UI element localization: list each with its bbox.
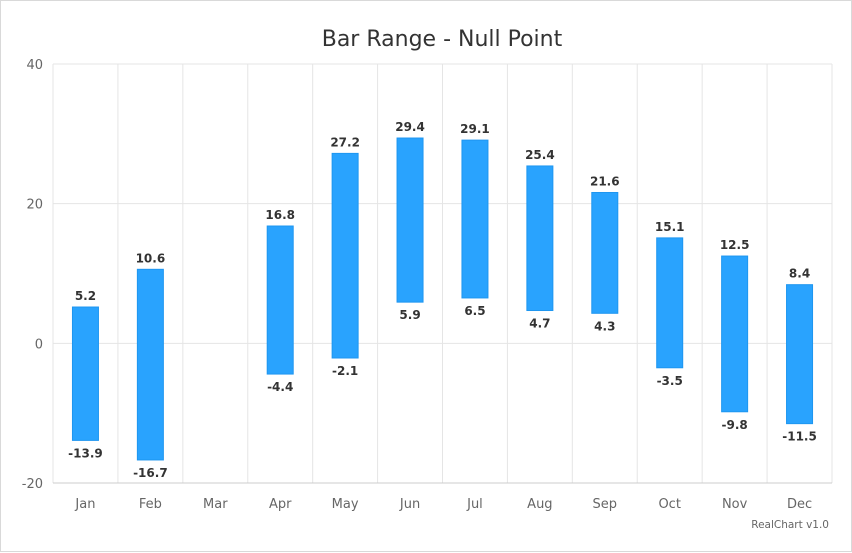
low-value-label: -13.9 bbox=[68, 446, 103, 460]
y-tick-label: 20 bbox=[26, 198, 43, 213]
high-value-label: 8.4 bbox=[789, 267, 810, 281]
range-bar-feb[interactable] bbox=[136, 268, 164, 461]
x-tick-label: Feb bbox=[139, 497, 162, 512]
high-value-label: 21.6 bbox=[590, 174, 620, 188]
chart-title: Bar Range - Null Point bbox=[322, 27, 563, 52]
low-value-label: -9.8 bbox=[722, 418, 748, 432]
high-value-label: 25.4 bbox=[525, 148, 555, 162]
y-tick-label: 40 bbox=[26, 58, 43, 73]
x-tick-label: Jul bbox=[466, 497, 483, 512]
x-tick-label: Nov bbox=[722, 497, 748, 512]
high-value-label: 29.1 bbox=[460, 122, 490, 136]
data-labels-layer: 5.2 -13.9 10.6 -16.7 16.8 -4.4 27.2 -2.1 29.4 5.9… bbox=[68, 120, 817, 480]
high-value-label: 29.4 bbox=[395, 120, 425, 134]
x-tick-label: May bbox=[332, 497, 359, 512]
x-tick-label: Oct bbox=[658, 497, 680, 512]
range-bar-jan[interactable] bbox=[71, 306, 99, 441]
range-bar-jun[interactable] bbox=[396, 137, 424, 303]
range-bar-aug[interactable] bbox=[526, 165, 554, 312]
high-value-label: 5.2 bbox=[75, 289, 96, 303]
range-bar-jul[interactable] bbox=[461, 139, 489, 299]
x-tick-label: Mar bbox=[203, 497, 228, 512]
range-bar-apr[interactable] bbox=[266, 225, 294, 375]
range-bar-dec[interactable] bbox=[786, 284, 814, 425]
axis-layer: -20 0 20 40 Jan Feb Mar Apr May Jun Jul Aug Sep Oct No… bbox=[22, 58, 832, 512]
chart-credit: RealChart v1.0 bbox=[751, 519, 829, 531]
x-tick-label: Jun bbox=[399, 497, 420, 512]
low-value-label: -11.5 bbox=[782, 430, 817, 444]
y-tick-label: -20 bbox=[22, 477, 43, 492]
low-value-label: 4.7 bbox=[529, 317, 550, 331]
x-tick-label: Jan bbox=[74, 497, 95, 512]
x-tick-label: Sep bbox=[593, 497, 618, 512]
range-bar-may[interactable] bbox=[331, 152, 359, 359]
range-bar-nov[interactable] bbox=[721, 255, 749, 413]
range-bar-oct[interactable] bbox=[656, 237, 684, 369]
low-value-label: 5.9 bbox=[399, 308, 420, 322]
grid-layer bbox=[52, 63, 833, 484]
x-tick-label: Aug bbox=[527, 497, 552, 512]
x-tick-label: Apr bbox=[269, 497, 292, 512]
y-tick-label: 0 bbox=[35, 337, 43, 352]
high-value-label: 16.8 bbox=[265, 208, 295, 222]
low-value-label: -16.7 bbox=[133, 466, 168, 480]
low-value-label: -2.1 bbox=[332, 364, 358, 378]
high-value-label: 10.6 bbox=[136, 251, 166, 265]
x-tick-label: Dec bbox=[787, 497, 812, 512]
high-value-label: 12.5 bbox=[720, 238, 750, 252]
high-value-label: 27.2 bbox=[330, 135, 360, 149]
low-value-label: -3.5 bbox=[657, 374, 683, 388]
high-value-label: 15.1 bbox=[655, 220, 685, 234]
range-bar-sep[interactable] bbox=[591, 191, 619, 314]
low-value-label: -4.4 bbox=[267, 380, 293, 394]
low-value-label: 6.5 bbox=[464, 304, 485, 318]
low-value-label: 4.3 bbox=[594, 319, 615, 333]
bars-layer bbox=[71, 137, 814, 461]
